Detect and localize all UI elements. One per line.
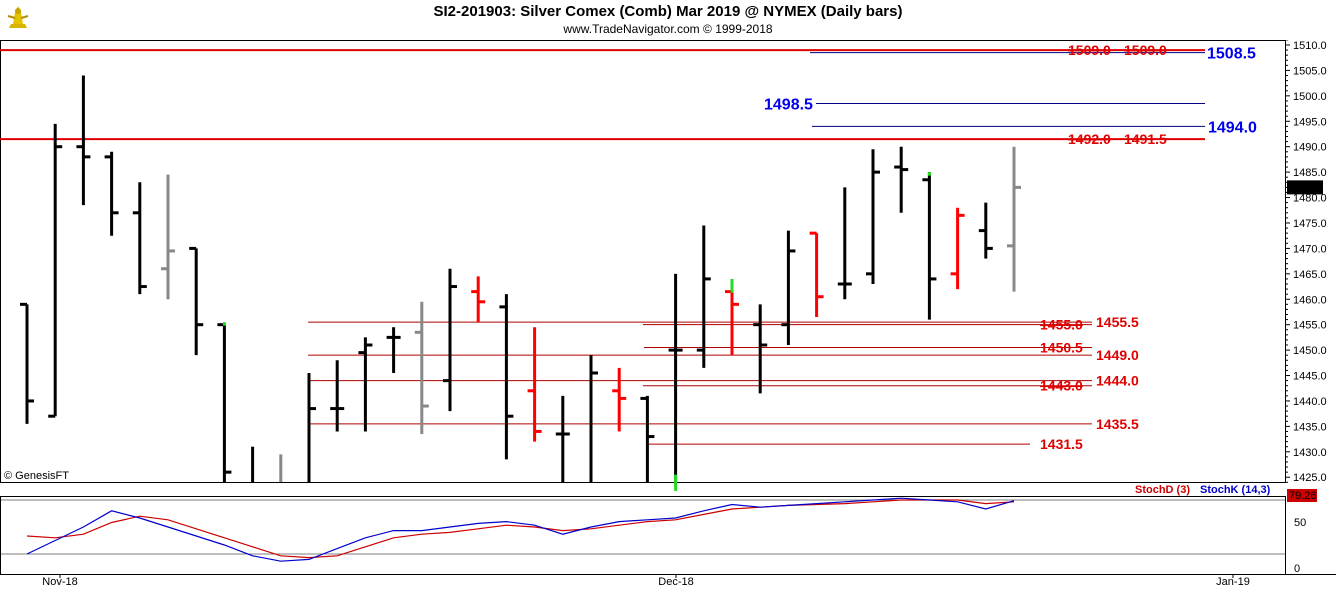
level-label: 1509.0: [1068, 42, 1111, 58]
y-tick-label: 1450.0: [1293, 345, 1327, 357]
chart-header: SI2-201903: Silver Comex (Comb) Mar 2019…: [0, 0, 1336, 40]
watermark-text: © GenesisFT: [4, 470, 69, 482]
level-label: 1444.0: [1096, 373, 1139, 389]
y-tick-label: 1510.0: [1293, 40, 1327, 52]
stoch-d-legend: StochD (3): [1135, 484, 1190, 496]
x-tick-label: Jan-19: [1216, 576, 1250, 588]
trade-navigator-logo-icon: [7, 6, 29, 28]
y-tick-label: 1480.0: [1293, 193, 1327, 205]
level-label: 1498.5: [764, 96, 813, 113]
stoch-tick-0: 0: [1294, 563, 1300, 575]
level-label: 1435.5: [1096, 416, 1139, 432]
y-tick-label: 1500.0: [1293, 91, 1327, 103]
y-tick-label: 1485.0: [1293, 167, 1327, 179]
y-tick-label: 1495.0: [1293, 116, 1327, 128]
level-label: 1450.5: [1040, 340, 1083, 356]
y-tick-label: 1445.0: [1293, 371, 1327, 383]
stoch-value-box: [1287, 489, 1317, 502]
stoch-k-line: [26, 497, 1015, 562]
level-label: 1509.0: [1124, 42, 1167, 58]
level-label: 1431.5: [1040, 436, 1083, 452]
x-tick-label: Dec-18: [658, 576, 693, 588]
y-tick-label: 1425.0: [1293, 472, 1327, 484]
level-label: 1449.0: [1096, 347, 1139, 363]
y-tick-label: 1465.0: [1293, 269, 1327, 281]
level-label: 1491.5: [1124, 131, 1167, 147]
level-label: 1455.5: [1096, 314, 1139, 330]
level-label: 1492.0: [1068, 131, 1111, 147]
level-label: 1455.0: [1040, 317, 1083, 333]
level-label: 1494.0: [1208, 119, 1257, 136]
stoch-d-line: [26, 499, 1015, 559]
chart-title: SI2-201903: Silver Comex (Comb) Mar 2019…: [433, 3, 903, 20]
stoch-tick-50: 50: [1294, 517, 1306, 529]
stoch-k-legend: StochK (14,3): [1200, 484, 1271, 496]
chart-subtitle: www.TradeNavigator.com © 1999-2018: [563, 22, 773, 36]
last-price-box: [1287, 180, 1323, 195]
y-tick-label: 1455.0: [1293, 320, 1327, 332]
x-tick-label: Nov-18: [42, 576, 77, 588]
stoch-value-label: 79.26: [1289, 490, 1317, 502]
last-price-label: 1482.0: [1289, 182, 1323, 194]
level-label: 1443.0: [1040, 378, 1083, 394]
y-tick-label: 1460.0: [1293, 294, 1327, 306]
y-tick-label: 1435.0: [1293, 421, 1327, 433]
y-tick-label: 1440.0: [1293, 396, 1327, 408]
level-label: 1508.5: [1207, 46, 1256, 63]
y-tick-label: 1475.0: [1293, 218, 1327, 230]
y-tick-label: 1490.0: [1293, 142, 1327, 154]
y-tick-label: 1470.0: [1293, 243, 1327, 255]
y-tick-label: 1430.0: [1293, 447, 1327, 459]
y-tick-label: 1505.0: [1293, 65, 1327, 77]
price-panel-border: [0, 40, 1286, 483]
